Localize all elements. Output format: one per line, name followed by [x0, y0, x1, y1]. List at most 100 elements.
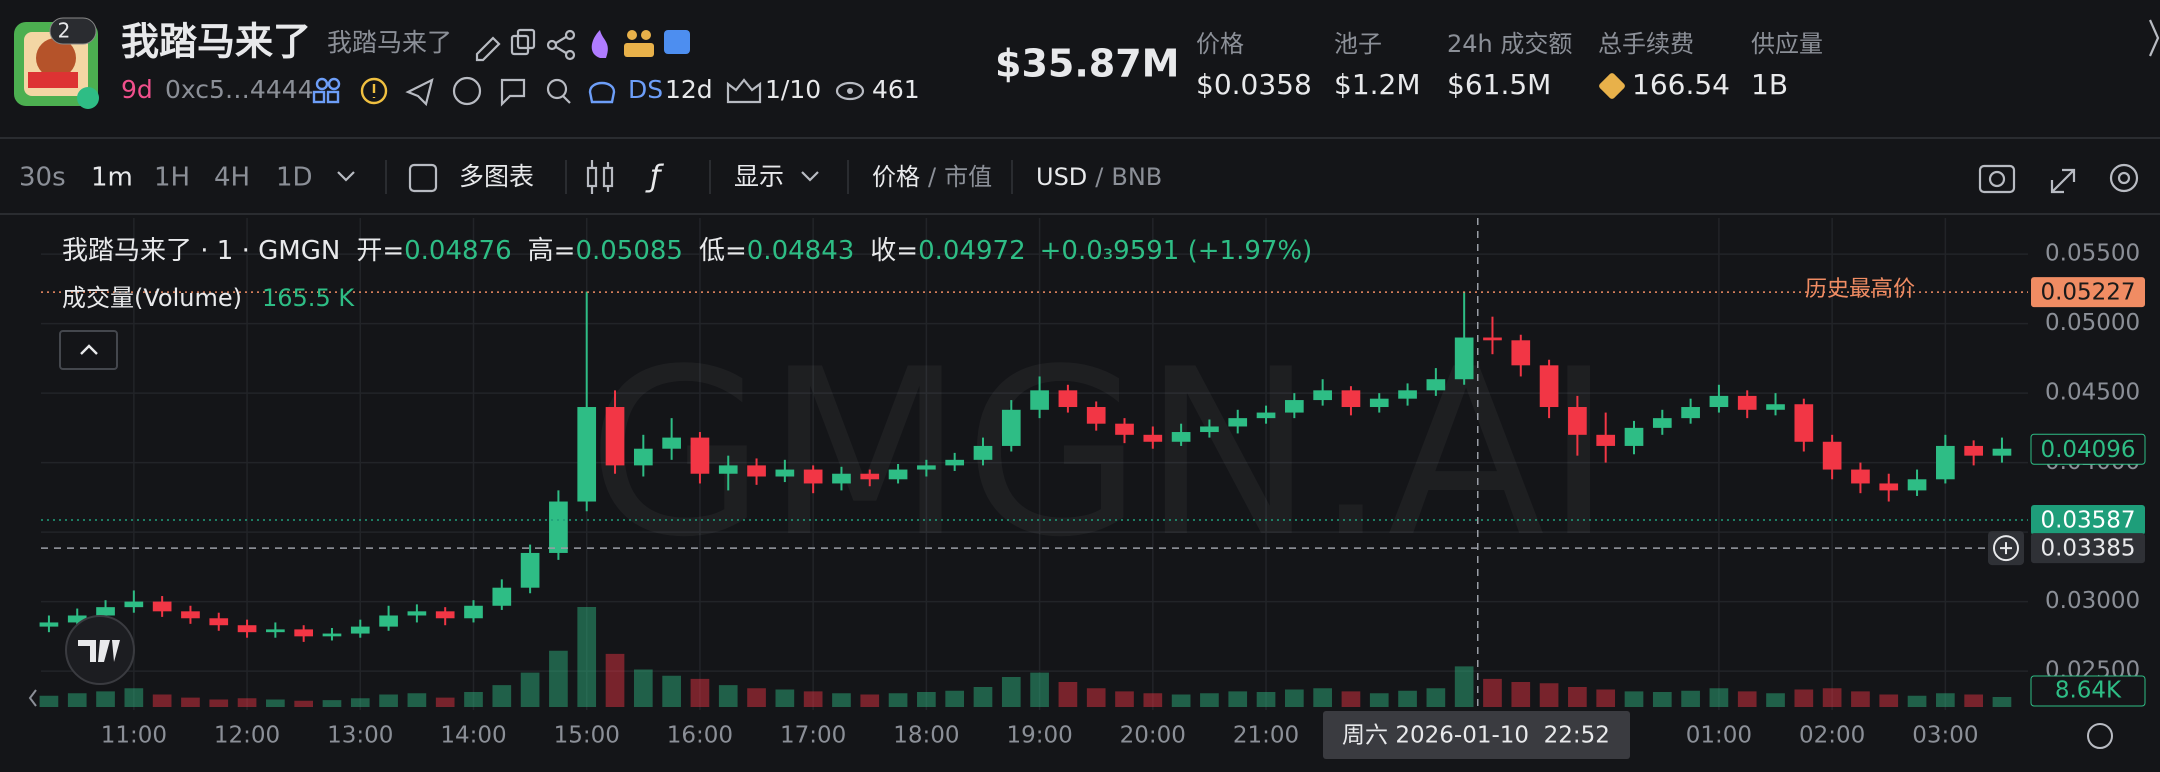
interval-button[interactable]: 4H [214, 163, 250, 193]
interval-button[interactable]: 30s [19, 163, 66, 193]
volume-bar [605, 653, 625, 707]
candle-body [1483, 337, 1502, 341]
candle-body [1426, 379, 1446, 391]
comment-icon[interactable] [500, 78, 526, 107]
stat-label: 总手续费 [1598, 30, 1694, 58]
collapse-icon[interactable] [80, 344, 98, 355]
volume-bar [973, 687, 993, 707]
volume-bar [860, 694, 880, 707]
candle-body [1568, 407, 1587, 435]
multi-chart-checkbox[interactable] [408, 163, 438, 193]
display-menu[interactable]: 显示 [734, 162, 784, 191]
candle-body [152, 601, 172, 612]
market-cap: $35.87M [995, 42, 1179, 86]
volume-bar [1511, 682, 1531, 707]
ath-label: 0.05227 [2040, 280, 2135, 306]
candle-body [464, 605, 483, 619]
volume-bar [435, 697, 455, 707]
candle-body [209, 618, 229, 626]
address[interactable]: 0xc5…4444 [165, 75, 314, 104]
indicator-icon[interactable]: ƒ [645, 160, 664, 195]
x-tick-label: 16:00 [667, 723, 733, 749]
volume-bar [1200, 693, 1219, 707]
stat-label: 供应量 [1751, 30, 1823, 58]
x-tick-label: 14:00 [440, 723, 506, 749]
interval-button[interactable]: 1m [91, 163, 133, 193]
volume-bar [379, 694, 398, 707]
volume-bar [1624, 691, 1644, 707]
edit-icon[interactable] [475, 36, 501, 62]
currency-toggle[interactable]: / [1095, 163, 1104, 191]
currency-toggle[interactable]: USD [1036, 163, 1087, 191]
candle-body [1200, 426, 1219, 433]
volume-bar [1171, 694, 1191, 707]
collapse-button[interactable] [59, 330, 118, 370]
candle-body [1907, 479, 1927, 491]
candle-type-icon[interactable] [586, 160, 614, 194]
volume-last: 8.64K [2055, 678, 2122, 704]
candle-body [492, 587, 512, 606]
telegram-icon[interactable] [405, 77, 434, 107]
price-line-badge [2031, 505, 2145, 536]
avatar-art [28, 72, 78, 88]
volume-bar [266, 699, 285, 707]
candle-body [803, 469, 823, 484]
settings-icon[interactable] [2117, 171, 2131, 185]
add-alert-icon[interactable] [1993, 535, 2019, 562]
volume-bar [917, 692, 936, 707]
candle-body [1936, 445, 1955, 480]
price_mode-toggle[interactable]: 价格 [872, 163, 920, 191]
interval-button[interactable]: 1D [276, 163, 313, 193]
interval-button[interactable]: 1H [154, 163, 190, 193]
search-icon[interactable] [562, 95, 571, 104]
volume-bar [747, 688, 766, 707]
crosshair-time-badge [1323, 711, 1630, 759]
currency-toggle[interactable]: BNB [1111, 163, 1162, 191]
candle-body [662, 437, 681, 449]
add-alert-icon[interactable] [2000, 542, 2012, 555]
verified-icon [664, 30, 690, 54]
copy-icon[interactable] [516, 28, 536, 50]
volume-bar [152, 694, 172, 707]
fullscreen-icon[interactable] [2050, 168, 2076, 194]
candle-body [832, 473, 851, 484]
price_mode-toggle[interactable]: / [928, 163, 937, 191]
volume-bar [1652, 692, 1672, 707]
chart-icon[interactable] [452, 76, 482, 106]
dropdown-icon[interactable] [801, 171, 819, 182]
volume-bar [1369, 693, 1389, 707]
badge [49, 17, 97, 45]
x-tick-label: 18:00 [893, 723, 959, 749]
price-line-label: 0.03587 [2040, 508, 2135, 534]
crosshair-time: 周六 2026-01-10 22:52 [1342, 723, 1610, 749]
candle-body [39, 622, 59, 627]
copy-icon[interactable] [510, 34, 530, 56]
scroll-left[interactable] [28, 689, 37, 707]
last-price-badge [2030, 433, 2146, 465]
stat-label: 24h 成交额 [1447, 30, 1572, 58]
share-icon[interactable] [546, 29, 576, 61]
multi-chart-label[interactable]: 多图表 [459, 162, 534, 191]
holders-icon [312, 77, 341, 104]
volume-bar [803, 691, 823, 707]
candle-body [237, 625, 257, 633]
candle-body [1058, 390, 1078, 408]
stat-value: $0.0358 [1196, 68, 1312, 101]
scale-settings[interactable] [2087, 723, 2113, 749]
dropdown-icon[interactable] [337, 171, 355, 182]
search-icon[interactable] [546, 78, 568, 100]
price_mode-toggle[interactable]: 市值 [944, 163, 992, 191]
volume-bar [1058, 682, 1078, 707]
x-tick-label: 13:00 [327, 723, 393, 749]
settings-icon[interactable] [2109, 163, 2139, 193]
expand-icon[interactable] [2148, 19, 2160, 57]
candle-body [1511, 340, 1531, 366]
ohlc-change: +0.0₃9591 (+1.97%) [1040, 236, 1313, 266]
x-tick-label: 01:00 [1686, 723, 1752, 749]
candle-body [888, 469, 908, 480]
ohlc-value: 0.04876 [404, 236, 512, 266]
volume-bar [549, 650, 568, 707]
watermark: GMGN.AI [587, 321, 1612, 588]
screenshot-icon[interactable] [1978, 164, 2016, 194]
